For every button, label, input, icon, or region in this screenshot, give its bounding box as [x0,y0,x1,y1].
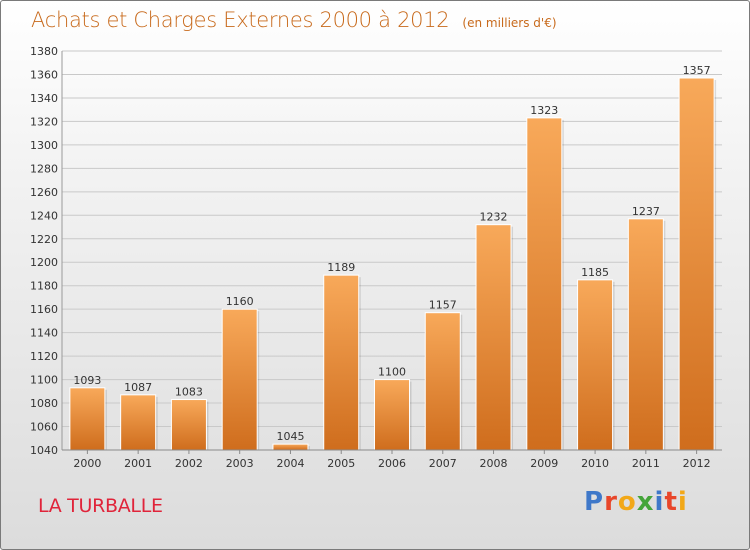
x-tick-label: 2002 [175,457,203,470]
y-tick-label: 1040 [30,444,58,457]
bar-value-label: 1189 [327,261,355,274]
bars: 1093 1087 1083 1160 1045 1189 1100 1157 1232 1323… [69,64,717,451]
x-tick-label: 2008 [480,457,508,470]
bar-2002 [170,399,207,451]
bar-value-label: 1083 [175,386,203,399]
bar-value-label: 1157 [429,299,457,312]
bar-value-label: 1100 [378,366,406,379]
x-tick-label: 2000 [73,457,101,470]
bar-value-label: 1232 [480,211,508,224]
bar-2007 [424,312,461,451]
bar-2006 [374,379,410,451]
bar-value-label: 1087 [124,381,152,394]
y-tick-label: 1360 [30,68,58,81]
bar-2010 [577,279,614,451]
y-tick-label: 1240 [30,209,58,222]
bar-2005 [323,274,360,451]
y-tick-label: 1280 [30,162,58,175]
bar-value-label: 1323 [530,104,558,117]
x-tick-label: 2012 [683,457,711,470]
y-tick-label: 1320 [30,115,58,128]
bar-2004 [272,443,309,451]
x-tick-label: 2003 [226,457,254,470]
chart-title: Achats et Charges Externes 2000 à 2012 [31,8,450,32]
x-tick-label: 2010 [581,457,609,470]
y-tick-label: 1340 [30,92,58,105]
bar-2008 [475,224,512,451]
y-tick-label: 1160 [30,303,58,316]
x-tick-label: 2007 [429,457,457,470]
y-tick-label: 1080 [30,397,58,410]
title-row: Achats et Charges Externes 2000 à 2012 (… [31,8,557,32]
bar-value-label: 1357 [683,64,711,77]
bar-2003 [221,308,258,451]
x-tick-label: 2009 [530,457,558,470]
y-tick-label: 1300 [30,139,58,152]
bar-value-label: 1237 [632,205,660,218]
x-tick-label: 2001 [124,457,152,470]
y-tick-label: 1060 [30,421,58,434]
bar-2001 [120,394,157,451]
y-axis: 1040 1060 1080 1100 1120 1140 1160 1180 1200 1220… [30,45,63,457]
proxiti-logo[interactable]: Proxiti [584,487,688,517]
bar-value-label: 1160 [226,295,254,308]
y-tick-label: 1180 [30,280,58,293]
x-tick-label: 2011 [632,457,660,470]
x-tick-label: 2006 [378,457,406,470]
chart-subtitle: (en milliers d'€) [462,16,557,30]
bar-value-label: 1185 [581,266,609,279]
bar-2009 [526,117,563,451]
place-name: LA TURBALLE [38,495,163,517]
x-axis: 2000 2001 2002 2003 2004 2005 2006 2007 2008 2009… [62,449,722,470]
bar-2011 [627,218,664,451]
x-tick-label: 2005 [327,457,355,470]
bar-value-label: 1093 [73,374,101,387]
bar-2012 [678,77,715,451]
y-tick-label: 1120 [30,350,58,363]
y-tick-label: 1140 [30,327,58,340]
y-tick-label: 1100 [30,374,58,387]
y-tick-label: 1260 [30,186,58,199]
x-tick-label: 2004 [276,457,304,470]
y-tick-label: 1380 [30,45,58,58]
y-tick-label: 1200 [30,256,58,269]
bar-2000 [69,387,106,451]
y-tick-label: 1220 [30,233,58,246]
bar-value-label: 1045 [276,430,304,443]
